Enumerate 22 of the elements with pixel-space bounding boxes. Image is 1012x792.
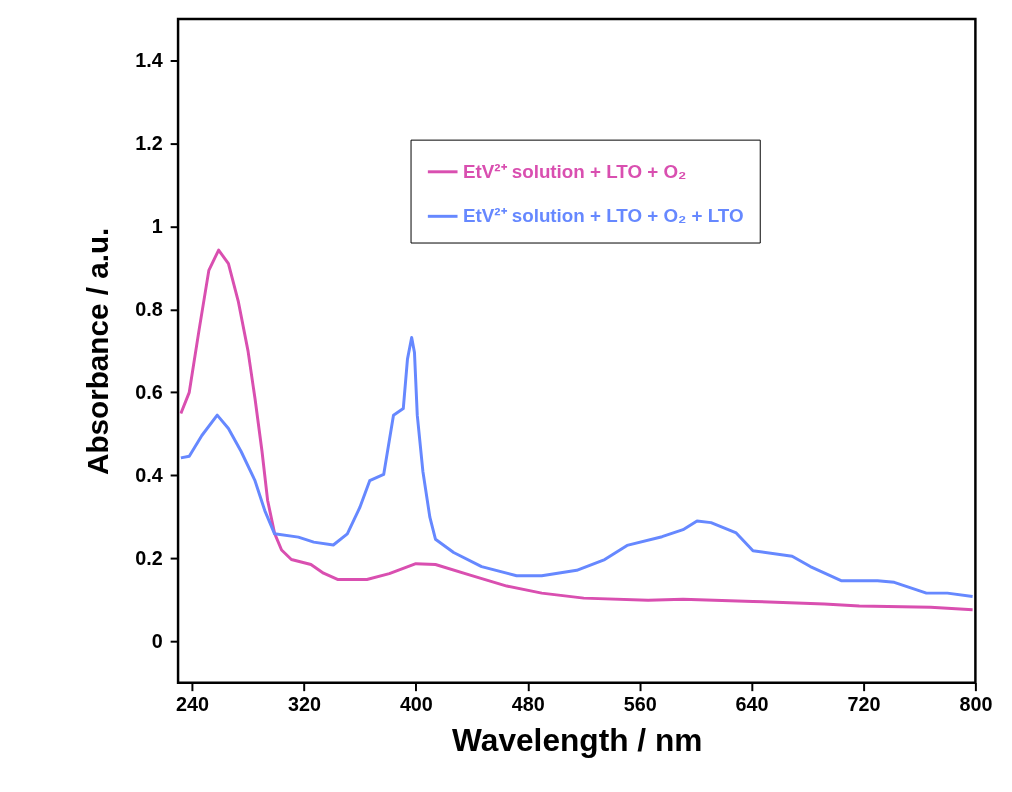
y-tick-label: 1.2 [135,131,163,154]
line-series [179,336,975,598]
x-tick-label: 320 [287,692,321,715]
x-tick-label: 400 [399,692,433,715]
x-tick-label: 240 [176,692,210,715]
x-tick-label: 480 [511,692,545,715]
y-axis-title: Absorbance / a.u. [80,227,114,475]
y-tick-label: 0 [151,629,163,652]
legend-label: EtV²⁺ solution + LTO + O₂ + LTO [462,205,744,227]
y-tick-label: 1.4 [135,48,163,71]
x-tick-label: 640 [735,692,769,715]
x-tick-label: 720 [847,692,881,715]
y-tick-label: 0.6 [135,380,163,403]
y-tick-label: 1 [151,214,163,237]
line-series [179,248,975,612]
y-tick-label: 0.8 [135,297,163,320]
x-tick-label: 560 [623,692,657,715]
legend-label: EtV²⁺ solution + LTO + O₂ [462,160,687,182]
y-tick-label: 0.2 [135,546,163,569]
x-tick-label: 800 [959,692,993,715]
y-tick-label: 0.4 [135,463,163,486]
x-axis-title: Wavelength / nm [452,722,703,759]
